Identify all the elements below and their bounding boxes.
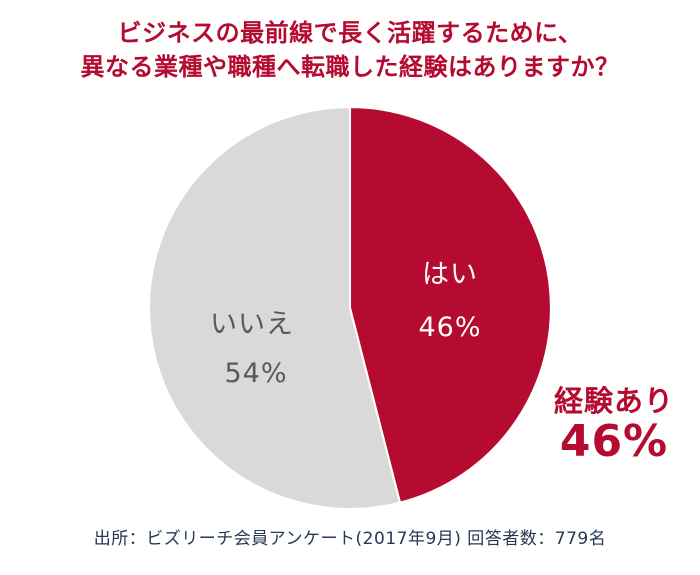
chart-title: ビジネスの最前線で長く活躍するために、 異なる業種や職種へ転職した経験はあります… xyxy=(0,16,700,84)
pie-slice-はい xyxy=(348,106,552,504)
chart-title-line1: ビジネスの最前線で長く活躍するために、 xyxy=(117,19,583,47)
annotation-percent: 46% xyxy=(559,416,669,467)
pie-label-no-percent: 54% xyxy=(224,358,288,389)
pie-chart xyxy=(146,104,554,512)
pie-label-no: いいえ xyxy=(210,309,294,340)
source-note: 出所：ビズリーチ会員アンケート(2017年9月) 回答者数：779名 xyxy=(93,529,607,549)
annotation-text: 経験あり xyxy=(553,384,674,418)
pie-svg xyxy=(148,106,552,510)
pie-slice-いいえ xyxy=(148,106,401,510)
chart-title-line2: 異なる業種や職種へ転職した経験はありますか？ xyxy=(80,53,620,81)
pie-label-yes-percent: 46% xyxy=(418,312,482,343)
highlight-annotation: 経験あり 46% xyxy=(554,384,674,466)
pie-label-yes: はい xyxy=(422,259,478,290)
